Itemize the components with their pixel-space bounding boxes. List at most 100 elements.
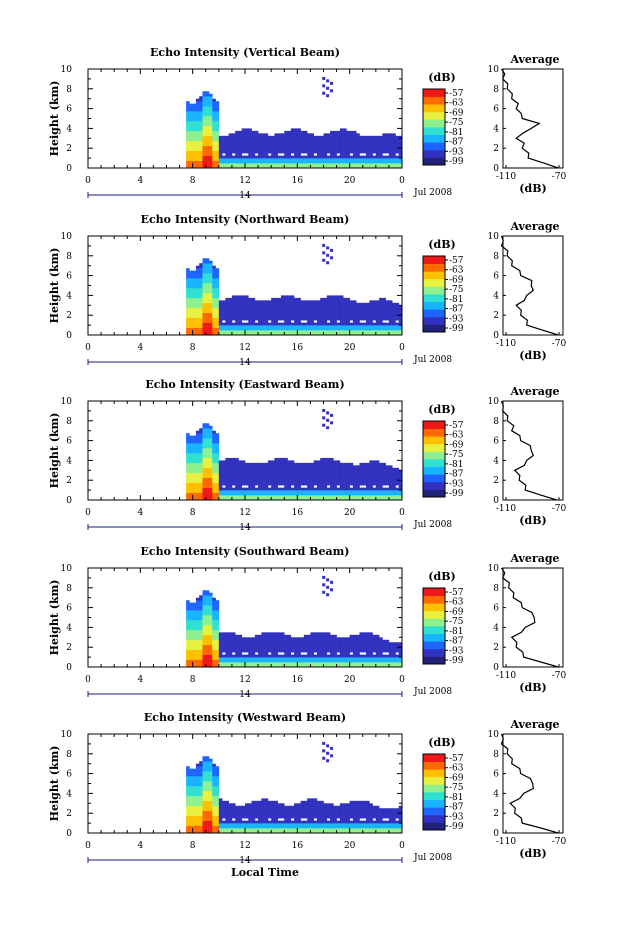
heatmap-cell <box>333 475 337 478</box>
heatmap-cell <box>193 798 197 801</box>
heatmap-cell <box>258 133 262 136</box>
heatmap-cell <box>189 156 193 159</box>
heatmap-cell <box>330 460 334 463</box>
heatmap-cell <box>225 475 229 478</box>
heatmap-cell <box>199 281 203 284</box>
heatmap-cell <box>297 485 301 488</box>
heatmap-cell <box>212 468 216 471</box>
heatmap-cell <box>268 490 272 493</box>
heatmap-cell <box>209 455 213 458</box>
heatmap-cell <box>281 465 285 468</box>
heatmap-cell <box>324 300 328 303</box>
heatmap-cell <box>196 268 200 271</box>
heatmap-cell <box>373 650 377 653</box>
heatmap-cell <box>199 801 203 804</box>
heatmap-cell <box>284 303 288 306</box>
heatmap-cell <box>232 637 236 640</box>
heatmap-cell <box>271 647 275 650</box>
heatmap-cell <box>258 652 262 655</box>
heatmap-cell <box>369 318 373 321</box>
heatmap-cell <box>193 441 197 444</box>
heatmap-cell <box>222 495 226 498</box>
heatmap-cell <box>350 303 354 306</box>
heatmap-cell <box>271 320 275 323</box>
heatmap-cell <box>281 136 285 139</box>
heatmap-cell <box>199 468 203 471</box>
heatmap-cell <box>235 463 239 466</box>
heatmap-cell <box>350 660 354 663</box>
heatmap-cell <box>333 161 337 164</box>
heatmap-cell <box>193 776 197 779</box>
heatmap-cell <box>199 158 203 161</box>
heatmap-cell <box>330 89 333 92</box>
heatmap-cell <box>222 483 226 486</box>
heatmap-cell <box>359 488 363 491</box>
heatmap-cell <box>278 318 282 321</box>
heatmap-cell <box>193 483 197 486</box>
heatmap-cell <box>186 320 190 323</box>
heatmap-cell <box>386 478 390 481</box>
heatmap-cell <box>206 428 210 431</box>
heatmap-cell <box>216 268 220 271</box>
heatmap-cell <box>186 620 190 623</box>
heatmap-cell <box>193 811 197 814</box>
heatmap-cell <box>359 470 363 473</box>
heatmap-cell <box>238 161 242 164</box>
heatmap-cell <box>199 128 203 131</box>
heatmap-cell <box>356 485 360 488</box>
heatmap-cell <box>255 635 259 638</box>
heatmap-cell <box>343 161 347 164</box>
heatmap-cell <box>369 156 373 159</box>
heatmap-cell <box>245 161 249 164</box>
echo-panel-3: Echo Intensity (Eastward Beam)0246810Hei… <box>48 378 567 533</box>
heatmap-cell <box>255 308 259 311</box>
heatmap-cell <box>322 591 325 594</box>
heatmap-cell <box>202 116 206 119</box>
heatmap-cell <box>209 655 213 658</box>
heatmap-cell <box>193 123 197 126</box>
heatmap-cell <box>209 493 213 496</box>
heatmap-cell <box>206 615 210 618</box>
heatmap-cell <box>317 310 321 313</box>
heatmap-cell <box>212 630 216 633</box>
heatmap-cell <box>330 657 334 660</box>
heatmap-cell <box>330 156 334 159</box>
heatmap-cell <box>255 480 259 483</box>
average-x-tick-label: -70 <box>552 339 567 349</box>
heatmap-cell <box>291 308 295 311</box>
heatmap-cell <box>376 330 380 333</box>
heatmap-cell <box>196 811 200 814</box>
heatmap-cell <box>222 490 226 493</box>
heatmap-cell <box>222 303 226 306</box>
heatmap-cell <box>382 313 386 316</box>
heatmap-cell <box>196 603 200 606</box>
heatmap-cell <box>304 645 308 648</box>
heatmap-cell <box>216 433 220 436</box>
heatmap-cell <box>199 642 203 645</box>
heatmap-cell <box>265 650 269 653</box>
heatmap-cell <box>189 126 193 129</box>
heatmap-cell <box>356 303 360 306</box>
heatmap-cell <box>337 328 341 331</box>
heatmap-cell <box>238 328 242 331</box>
heatmap-cell <box>265 637 269 640</box>
heatmap-cell <box>314 495 318 498</box>
heatmap-cell <box>229 300 233 303</box>
heatmap-cell <box>333 652 337 655</box>
heatmap-cell <box>340 308 344 311</box>
heatmap-cell <box>327 158 331 161</box>
heatmap-cell <box>248 325 252 328</box>
heatmap-cell <box>330 490 334 493</box>
heatmap-cell <box>304 495 308 498</box>
heatmap-cell <box>274 493 278 496</box>
heatmap-cell <box>202 443 206 446</box>
heatmap-cell <box>317 637 321 640</box>
heatmap-cell <box>386 143 390 146</box>
heatmap-cell <box>356 480 360 483</box>
heatmap-cell <box>219 303 223 306</box>
average-y-tick-label: 8 <box>493 584 499 594</box>
heatmap-cell <box>189 603 193 606</box>
average-xlabel: (dB) <box>519 349 546 362</box>
heatmap-cell <box>379 141 383 144</box>
heatmap-cell <box>216 453 220 456</box>
